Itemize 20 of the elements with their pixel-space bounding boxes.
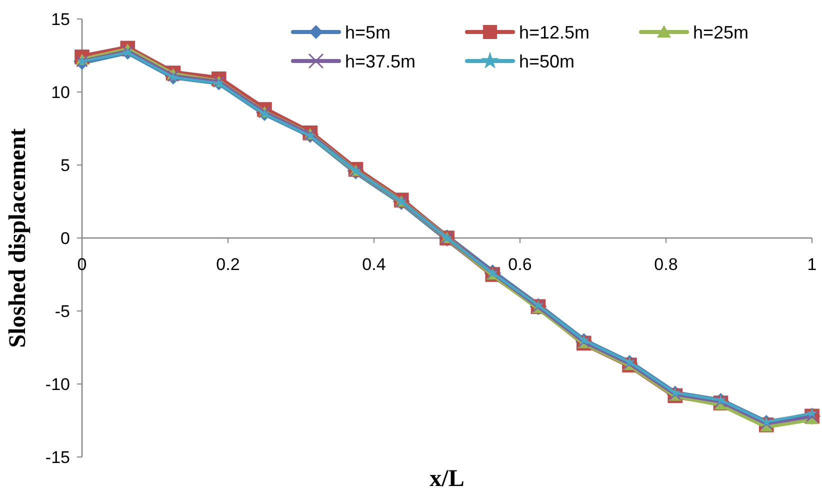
y-tick-label: 5 [60,156,70,175]
y-tick-label: 15 [51,10,70,29]
legend-label: h=50m [519,51,575,72]
x-tick-label: 0.6 [508,255,532,274]
legend-label: h=25m [693,22,749,42]
x-tick-label: 0 [77,255,87,274]
y-tick-label: 0 [60,228,70,248]
legend-label: h=12.5m [519,22,590,42]
y-tick-label: -5 [54,302,70,321]
y-tick-label: -15 [45,448,70,467]
x-tick-label: 0.2 [216,255,240,274]
x-axis-title: x/L [430,466,464,492]
x-tick-label: 0.8 [654,255,678,274]
x-tick-label: 1 [807,255,817,274]
y-tick-label: 10 [51,82,70,102]
y-tick-label: -10 [45,374,70,394]
legend-label: h=5m [345,22,391,42]
legend-label: h=37.5m [345,51,416,72]
y-axis-title: Sloshed displacement [5,128,31,348]
x-tick-label: 0.4 [362,255,386,274]
